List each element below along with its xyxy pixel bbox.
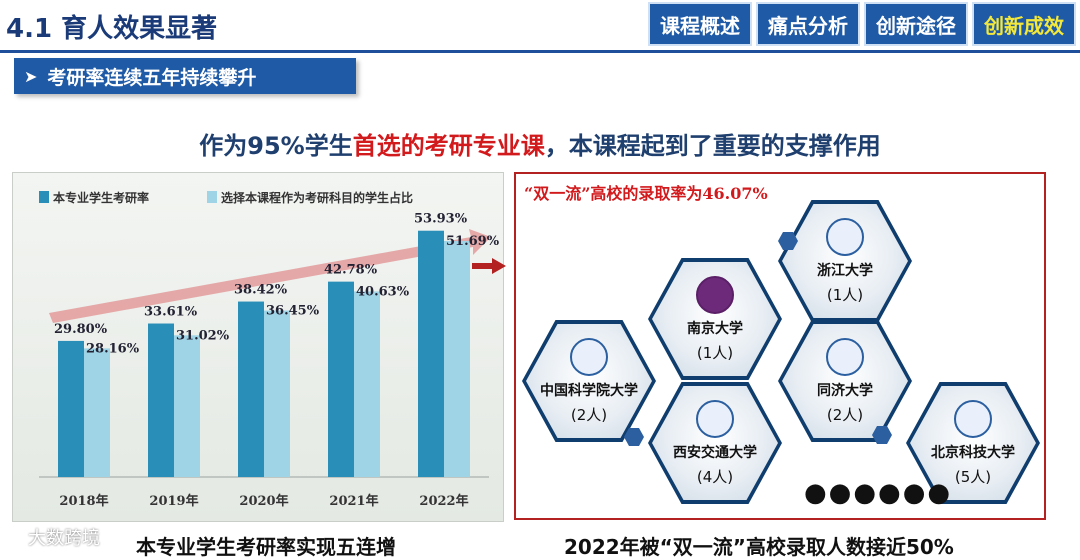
headline-part-1: 作为95%学生 [199, 132, 353, 160]
data-label-2-4: 40.63% [356, 284, 410, 299]
university-name: 南京大学 [687, 320, 743, 337]
bar-1-1 [58, 340, 84, 477]
tab-innovation-path[interactable]: 创新途径 [864, 2, 968, 46]
university-name: 浙江大学 [817, 262, 873, 279]
bar-2-1 [84, 348, 110, 477]
student-count: (5人) [954, 467, 992, 486]
admissions-panel: “双一流”高校的录取率为46.07% 浙江大学 (1人) 南京大学 (1人) 中… [514, 172, 1046, 520]
watermark-text: 大数跨境 [28, 528, 100, 549]
small-hex-icon [872, 426, 892, 444]
headline: 作为95%学生首选的考研专业课，本课程起到了重要的支撑作用 [0, 126, 1080, 161]
bar-1-2 [148, 323, 174, 477]
arrow-right-icon [492, 258, 506, 274]
legend-label-series-1: 本专业学生考研率 [53, 190, 149, 205]
bar-2-3 [264, 310, 290, 477]
ucas-logo-icon [570, 337, 608, 376]
data-label-1-3: 38.42% [234, 283, 288, 298]
data-label-2-5: 51.69% [446, 234, 500, 249]
section-subheading: ➤ 考研率连续五年持续攀升 [14, 58, 356, 94]
legend-label-series-2: 选择本课程作为考研科目的学生占比 [221, 190, 413, 205]
legend-swatch-series-1 [39, 191, 49, 203]
hex-ucas: 中国科学院大学 (2人) [522, 320, 656, 442]
student-count: (4人) [696, 467, 734, 486]
bar-2-2 [174, 335, 200, 477]
x-tick-label-1: 2018年 [59, 493, 108, 509]
small-hex-icon [778, 232, 798, 250]
student-count: (1人) [826, 285, 864, 304]
admissions-rate-title: “双一流”高校的录取率为46.07% [524, 184, 768, 203]
student-count: (2人) [826, 405, 864, 424]
data-label-1-2: 33.61% [144, 305, 198, 320]
data-label-1-1: 29.80% [54, 322, 108, 337]
ustb-logo-icon [954, 399, 992, 438]
caption-right: 2022年被“双一流”高校录取人数接近50% [564, 535, 954, 559]
data-label-2-3: 36.45% [266, 304, 320, 319]
university-name: 同济大学 [817, 382, 873, 399]
data-label-2-2: 31.02% [176, 328, 230, 343]
page-title: 4.1 育人效果显著 [6, 14, 218, 44]
xjtu-logo-icon [696, 399, 734, 438]
bar-1-5 [418, 230, 444, 477]
trend-arrow-icon [49, 229, 491, 323]
x-tick-label-5: 2022年 [419, 493, 468, 509]
nanjing-university-logo-icon [696, 275, 734, 314]
connector-arrow-shaft [472, 263, 494, 269]
university-name: 北京科技大学 [931, 444, 1015, 461]
university-name: 西安交通大学 [673, 444, 757, 461]
data-label-1-5: 53.93% [414, 212, 468, 227]
bar-2-5 [444, 240, 470, 477]
bar-chart: 本专业学生考研率 选择本课程作为考研科目的学生占比 29.80% 28.16% 2018… [39, 190, 500, 509]
headline-part-2: ，本课程起到了重要的支撑作用 [544, 132, 881, 160]
hex-xjtu: 西安交通大学 (4人) [648, 382, 782, 504]
tongji-university-logo-icon [826, 337, 864, 376]
tab-pain-points[interactable]: 痛点分析 [756, 2, 860, 46]
data-label-1-4: 42.78% [324, 263, 378, 278]
tab-innovation-results[interactable]: 创新成效 [972, 2, 1076, 46]
legend-swatch-series-2 [207, 191, 217, 203]
student-count: (2人) [570, 405, 608, 424]
subheading-text: 考研率连续五年持续攀升 [47, 66, 257, 89]
x-tick-label-3: 2020年 [239, 493, 288, 509]
tab-overview[interactable]: 课程概述 [648, 2, 752, 46]
nav-tabs: 课程概述 痛点分析 创新途径 创新成效 [648, 2, 1076, 46]
chevron-right-icon: ➤ [24, 66, 38, 86]
more-ellipsis: ●●●●●● [804, 478, 953, 508]
bar-chart-panel: 本专业学生考研率 选择本课程作为考研科目的学生占比 29.80% 28.16% 2018… [12, 172, 504, 522]
university-name: 中国科学院大学 [540, 382, 638, 399]
bar-1-3 [238, 301, 264, 477]
hex-zhejiang: 浙江大学 (1人) [778, 200, 912, 322]
headline-emphasis: 首选的考研专业课 [352, 132, 545, 160]
small-hex-icon [624, 428, 644, 446]
zhejiang-university-logo-icon [826, 217, 864, 256]
bar-1-4 [328, 281, 354, 477]
x-tick-label-2: 2019年 [149, 493, 198, 509]
student-count: (1人) [696, 343, 734, 362]
data-label-2-1: 28.16% [86, 341, 140, 356]
bar-2-4 [354, 291, 380, 477]
x-tick-label-4: 2021年 [329, 493, 378, 509]
hex-tongji: 同济大学 (2人) [778, 320, 912, 442]
hex-nanjing: 南京大学 (1人) [648, 258, 782, 380]
caption-left: 本专业学生考研率实现五连增 [136, 535, 396, 559]
header: 4.1 育人效果显著 课程概述 痛点分析 创新途径 创新成效 [0, 0, 1080, 53]
header-divider [0, 50, 1080, 53]
